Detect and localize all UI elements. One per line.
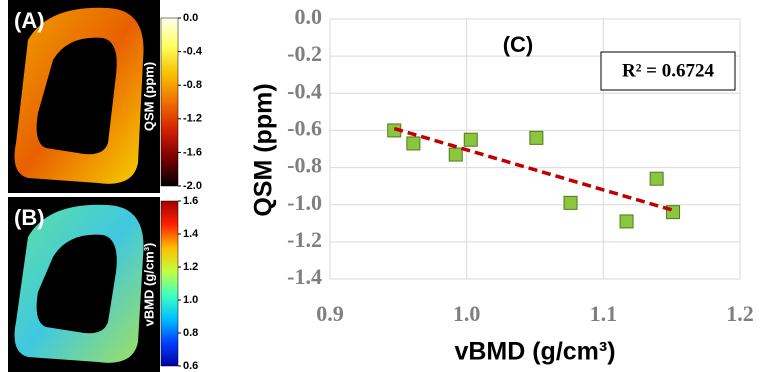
colorbar-tick-label: -0.4 — [183, 46, 203, 58]
y-tick-label: -0.4 — [287, 78, 322, 103]
data-point — [530, 131, 543, 144]
panel-label: (A) — [14, 8, 45, 33]
data-point — [449, 148, 462, 161]
colorbar-tick-label: -1.6 — [183, 146, 202, 158]
panel-label: (C) — [503, 32, 534, 57]
x-tick-label: 1.1 — [590, 301, 618, 326]
colorbar-label: vBMD (g/cm³) — [141, 243, 156, 327]
data-point — [464, 133, 477, 146]
colorbar-tick-label: 0.0 — [183, 12, 198, 24]
x-axis-title: vBMD (g/cm³) — [454, 338, 615, 366]
colorbar — [161, 201, 178, 366]
colorbar-tick-label: 1.4 — [183, 228, 199, 240]
data-point — [564, 196, 577, 209]
x-tick-label: 1.0 — [453, 301, 481, 326]
colorbar-tick-label: 1.0 — [183, 294, 198, 306]
y-tick-label: -1.0 — [287, 190, 322, 215]
colorbar-tick-label: 1.2 — [183, 261, 198, 273]
y-axis-title: QSM (ppm) — [250, 83, 278, 216]
y-tick-label: -1.2 — [287, 227, 322, 252]
colorbar-tick-label: 0.6 — [183, 360, 198, 372]
figure: (A) QSM (ppm) 0.0 -0.4 -0.8 -1.2 -1.6 -2.0 (B) vB… — [0, 0, 767, 372]
colorbar-tick-label: -2.0 — [183, 180, 202, 192]
colorbar — [161, 18, 178, 186]
colorbar-label: QSM (ppm) — [141, 62, 156, 131]
data-point — [407, 137, 420, 150]
data-point — [650, 172, 663, 185]
y-tick-label: -1.4 — [287, 264, 322, 289]
data-point — [620, 215, 633, 228]
colorbar-tick-label: -0.8 — [183, 79, 202, 91]
y-tick-label: -0.8 — [287, 153, 322, 178]
x-tick-label: 1.2 — [726, 301, 754, 326]
colorbar-tick-label: 1.6 — [183, 195, 198, 207]
x-tick-label: 0.9 — [316, 301, 344, 326]
colorbar-tick-label: -1.2 — [183, 113, 202, 125]
y-tick-label: -0.2 — [287, 41, 322, 66]
colorbar-tick-label: 0.8 — [183, 327, 198, 339]
panel-label: (B) — [14, 205, 45, 230]
annotation: R² = 0.6724 — [622, 60, 714, 81]
y-tick-label: 0.0 — [295, 4, 323, 29]
y-tick-label: -0.6 — [287, 115, 322, 140]
